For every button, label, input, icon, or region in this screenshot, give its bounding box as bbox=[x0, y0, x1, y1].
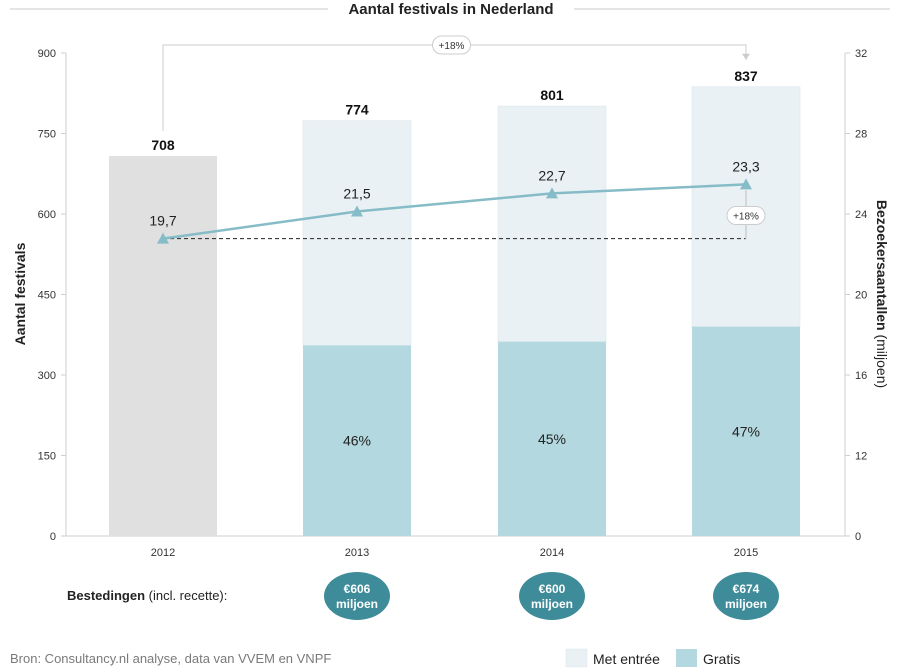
y-tick-label: 450 bbox=[38, 290, 56, 302]
annotations: +18% +18% bbox=[162, 35, 766, 240]
visitors-point-label-2012: 19,7 bbox=[149, 213, 176, 229]
y-tick-label: 600 bbox=[38, 209, 56, 221]
spending-badge-2013 bbox=[324, 572, 390, 620]
spending-badge-2015 bbox=[713, 572, 779, 620]
gratis-share-label-2015: 47% bbox=[732, 423, 760, 439]
legend-label-met-entree: Met entrée bbox=[593, 651, 660, 667]
spending-badge-amount: €600 bbox=[539, 582, 566, 596]
visitors-line: 19,7 21,5 22,7 23,3 bbox=[149, 158, 760, 244]
spending-badge-2014 bbox=[519, 572, 585, 620]
y2-axis-label: Bezoekersaantallen (miljoen) bbox=[874, 200, 890, 388]
bar-gratis-2014 bbox=[498, 341, 606, 536]
festivals-growth-arrowhead bbox=[742, 53, 750, 60]
spending-badge-amount: €674 bbox=[733, 582, 760, 596]
spending-badge-unit: miljoen bbox=[336, 597, 378, 611]
festivals-growth-label: +18% bbox=[439, 41, 465, 52]
gratis-share-label-2013: 46% bbox=[343, 433, 371, 449]
bar-total-label-2013: 774 bbox=[345, 102, 369, 118]
visitors-point-2013 bbox=[351, 205, 363, 217]
spending-badge-unit: miljoen bbox=[531, 597, 573, 611]
y-tick-label: 0 bbox=[50, 531, 56, 543]
y2-tick-label: 0 bbox=[855, 531, 861, 543]
x-tick-label: 2013 bbox=[345, 547, 369, 559]
y2-tick-label: 20 bbox=[855, 290, 867, 302]
y2-tick-label: 12 bbox=[855, 451, 867, 463]
bars: 708 46% 774 45% 801 47% 837 bbox=[109, 68, 801, 537]
x-tick-label: 2014 bbox=[540, 547, 564, 559]
bar-total-label-2015: 837 bbox=[734, 68, 758, 84]
y-axis-right-ticks: 0 12 16 20 24 28 32 bbox=[845, 48, 867, 543]
visitors-growth-pill bbox=[726, 205, 766, 225]
spending-label-bold: Bestedingen bbox=[67, 588, 145, 603]
y2-tick-label: 24 bbox=[855, 209, 867, 221]
festivals-growth-bracket bbox=[162, 44, 747, 132]
gratis-share-label-2014: 45% bbox=[538, 431, 566, 447]
spending-badge-unit: miljoen bbox=[725, 597, 767, 611]
spending-row: Bestedingen (incl. recette): €606miljoen€… bbox=[67, 572, 779, 620]
y2-axis-label-rest: (miljoen) bbox=[874, 334, 890, 388]
y2-tick-label: 32 bbox=[855, 48, 867, 60]
visitors-point-2015 bbox=[740, 178, 752, 190]
spending-label-rest: (incl. recette): bbox=[145, 588, 227, 603]
y-axis-label: Aantal festivals bbox=[12, 242, 28, 345]
bar-total-2012 bbox=[109, 156, 217, 537]
bar-gratis-2013 bbox=[303, 345, 411, 536]
visitors-point-2012 bbox=[157, 232, 169, 244]
y2-axis-label-bold: Bezoekersaantallen bbox=[874, 200, 890, 331]
y-axis-left-ticks: 0 150 300 450 600 750 900 bbox=[38, 48, 66, 543]
legend-swatch-gratis bbox=[676, 649, 697, 667]
x-tick-label: 2012 bbox=[151, 547, 175, 559]
y2-tick-label: 16 bbox=[855, 370, 867, 382]
visitors-point-label-2015: 23,3 bbox=[732, 158, 759, 174]
visitors-line-path bbox=[162, 183, 747, 240]
y-tick-label: 750 bbox=[38, 129, 56, 141]
spending-badge-amount: €606 bbox=[344, 582, 371, 596]
bar-total-label-2014: 801 bbox=[540, 87, 564, 103]
bar-met-entree-2013 bbox=[302, 120, 412, 346]
visitors-point-2014 bbox=[546, 187, 558, 199]
y-tick-label: 900 bbox=[38, 48, 56, 60]
x-tick-label: 2015 bbox=[734, 547, 758, 559]
visitors-growth-label: +18% bbox=[733, 211, 759, 222]
x-axis-labels: 2012 2013 2014 2015 bbox=[151, 547, 758, 559]
source-note: Bron: Consultancy.nl analyse, data van V… bbox=[10, 651, 331, 666]
legend-swatch-met-entree bbox=[565, 648, 588, 668]
bar-total-label-2012: 708 bbox=[151, 137, 175, 153]
legend-label-gratis: Gratis bbox=[703, 651, 740, 667]
bar-gratis-2015 bbox=[692, 326, 800, 536]
visitors-point-label-2013: 21,5 bbox=[343, 185, 370, 201]
y2-tick-label: 28 bbox=[855, 129, 867, 141]
y-tick-label: 300 bbox=[38, 370, 56, 382]
chart-title: Aantal festivals in Nederland bbox=[348, 1, 553, 18]
spending-label: Bestedingen (incl. recette): bbox=[67, 588, 227, 603]
festivals-growth-pill bbox=[432, 35, 471, 55]
visitors-point-label-2014: 22,7 bbox=[538, 167, 565, 183]
bar-met-entree-2014 bbox=[497, 105, 607, 343]
y-tick-label: 150 bbox=[38, 451, 56, 463]
